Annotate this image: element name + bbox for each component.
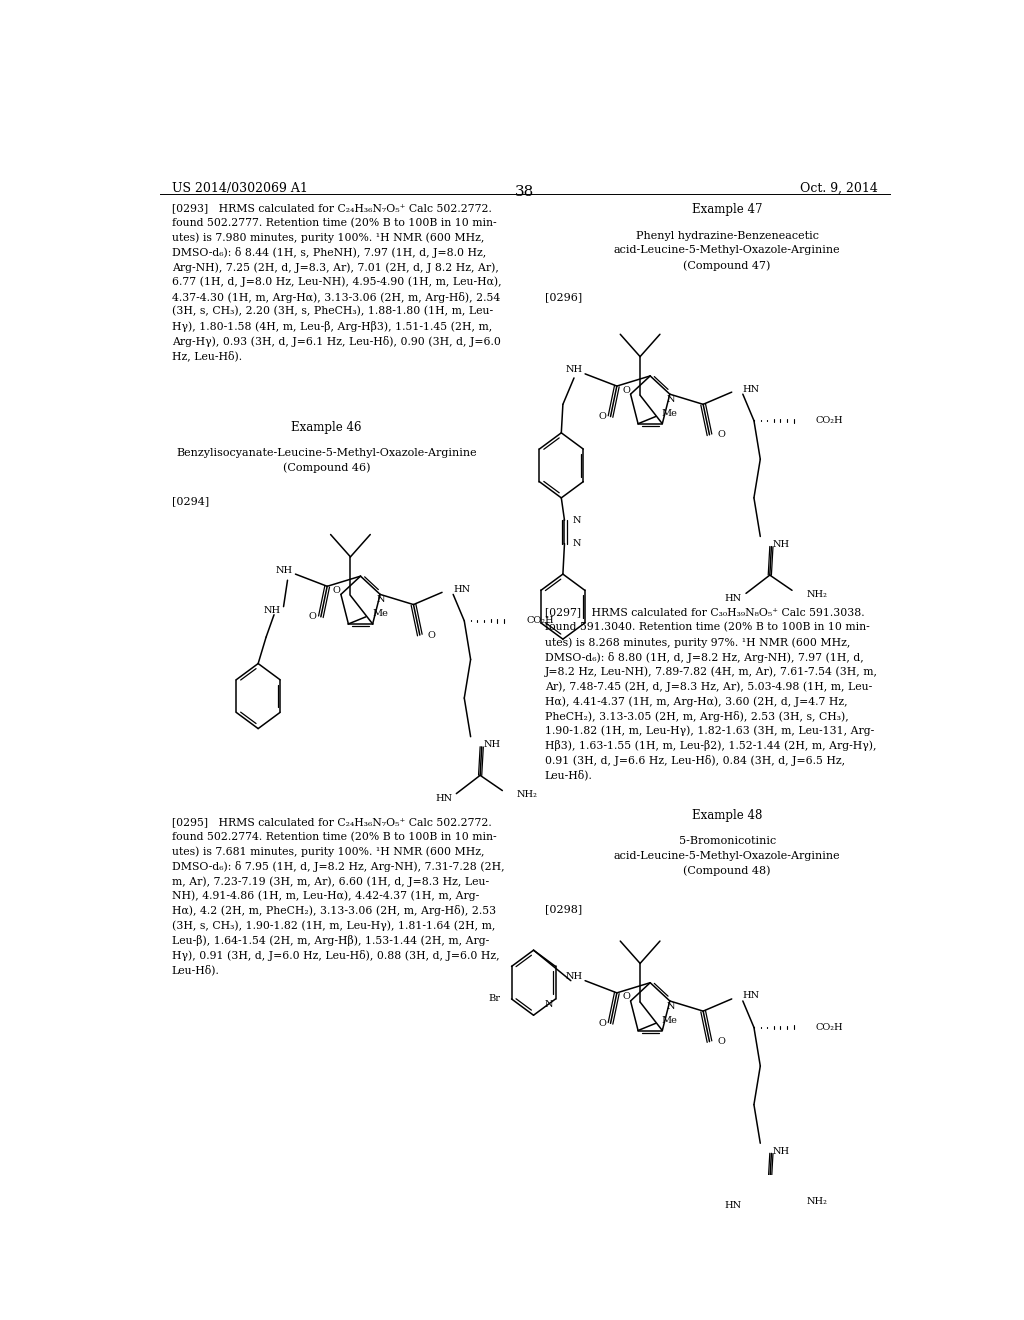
Text: NH₂: NH₂ <box>806 1197 827 1205</box>
Text: DMSO-d₆): δ 8.44 (1H, s, PheNH), 7.97 (1H, d, J=8.0 Hz,: DMSO-d₆): δ 8.44 (1H, s, PheNH), 7.97 (1… <box>172 247 486 259</box>
Text: Hγ), 0.91 (3H, d, J=6.0 Hz, Leu-Hδ), 0.88 (3H, d, J=6.0 Hz,: Hγ), 0.91 (3H, d, J=6.0 Hz, Leu-Hδ), 0.8… <box>172 949 500 961</box>
Text: Hz, Leu-Hδ).: Hz, Leu-Hδ). <box>172 351 242 362</box>
Text: Me: Me <box>372 610 388 618</box>
Text: Hγ), 1.80-1.58 (4H, m, Leu-β, Arg-Hβ3), 1.51-1.45 (2H, m,: Hγ), 1.80-1.58 (4H, m, Leu-β, Arg-Hβ3), … <box>172 321 492 333</box>
Text: O: O <box>718 430 725 440</box>
Text: O: O <box>599 412 606 421</box>
Text: CO₂H: CO₂H <box>526 616 554 626</box>
Text: Me: Me <box>662 1016 678 1024</box>
Text: [0298]: [0298] <box>545 904 582 915</box>
Text: utes) is 8.268 minutes, purity 97%. ¹H NMR (600 MHz,: utes) is 8.268 minutes, purity 97%. ¹H N… <box>545 638 850 648</box>
Text: [0295]   HRMS calculated for C₂₄H₃₆N₇O₅⁺ Calc 502.2772.: [0295] HRMS calculated for C₂₄H₃₆N₇O₅⁺ C… <box>172 817 492 828</box>
Text: Ar), 7.48-7.45 (2H, d, J=8.3 Hz, Ar), 5.03-4.98 (1H, m, Leu-: Ar), 7.48-7.45 (2H, d, J=8.3 Hz, Ar), 5.… <box>545 681 871 692</box>
Text: utes) is 7.980 minutes, purity 100%. ¹H NMR (600 MHz,: utes) is 7.980 minutes, purity 100%. ¹H … <box>172 232 484 243</box>
Text: HN: HN <box>742 991 760 1001</box>
Text: 38: 38 <box>515 185 535 199</box>
Text: NH), 4.91-4.86 (1H, m, Leu-Hα), 4.42-4.37 (1H, m, Arg-: NH), 4.91-4.86 (1H, m, Leu-Hα), 4.42-4.3… <box>172 891 479 902</box>
Text: found 502.2774. Retention time (20% B to 100B in 10 min-: found 502.2774. Retention time (20% B to… <box>172 832 497 842</box>
Text: Leu-Hδ).: Leu-Hδ). <box>172 965 219 975</box>
Text: NH: NH <box>773 540 791 549</box>
Text: 1.90-1.82 (1H, m, Leu-Hγ), 1.82-1.63 (3H, m, Leu-131, Arg-: 1.90-1.82 (1H, m, Leu-Hγ), 1.82-1.63 (3H… <box>545 726 873 737</box>
Text: acid-Leucine-5-Methyl-Oxazole-Arginine: acid-Leucine-5-Methyl-Oxazole-Arginine <box>613 851 841 861</box>
Text: (Compound 46): (Compound 46) <box>283 463 370 474</box>
Text: DMSO-d₆): δ 7.95 (1H, d, J=8.2 Hz, Arg-NH), 7.31-7.28 (2H,: DMSO-d₆): δ 7.95 (1H, d, J=8.2 Hz, Arg-N… <box>172 861 504 873</box>
Text: O: O <box>333 586 341 595</box>
Text: PheCH₂), 3.13-3.05 (2H, m, Arg-Hδ), 2.53 (3H, s, CH₃),: PheCH₂), 3.13-3.05 (2H, m, Arg-Hδ), 2.53… <box>545 710 849 722</box>
Text: Phenyl hydrazine-Benzeneacetic: Phenyl hydrazine-Benzeneacetic <box>636 231 818 240</box>
Text: HN: HN <box>454 585 470 594</box>
Text: Leu-β), 1.64-1.54 (2H, m, Arg-Hβ), 1.53-1.44 (2H, m, Arg-: Leu-β), 1.64-1.54 (2H, m, Arg-Hβ), 1.53-… <box>172 935 488 946</box>
Text: Arg-Hγ), 0.93 (3H, d, J=6.1 Hz, Leu-Hδ), 0.90 (3H, d, J=6.0: Arg-Hγ), 0.93 (3H, d, J=6.1 Hz, Leu-Hδ),… <box>172 335 501 347</box>
Text: Example 47: Example 47 <box>692 203 763 216</box>
Text: (3H, s, CH₃), 1.90-1.82 (1H, m, Leu-Hγ), 1.81-1.64 (2H, m,: (3H, s, CH₃), 1.90-1.82 (1H, m, Leu-Hγ),… <box>172 920 495 931</box>
Text: [0293]   HRMS calculated for C₂₄H₃₆N₇O₅⁺ Calc 502.2772.: [0293] HRMS calculated for C₂₄H₃₆N₇O₅⁺ C… <box>172 203 492 213</box>
Text: [0296]: [0296] <box>545 293 582 302</box>
Text: O: O <box>623 385 631 395</box>
Text: Hα), 4.2 (2H, m, PheCH₂), 3.13-3.06 (2H, m, Arg-Hδ), 2.53: Hα), 4.2 (2H, m, PheCH₂), 3.13-3.06 (2H,… <box>172 906 496 916</box>
Text: Leu-Hδ).: Leu-Hδ). <box>545 770 593 780</box>
Text: Arg-NH), 7.25 (2H, d, J=8.3, Ar), 7.01 (2H, d, J 8.2 Hz, Ar),: Arg-NH), 7.25 (2H, d, J=8.3, Ar), 7.01 (… <box>172 263 499 273</box>
Text: Hα), 4.41-4.37 (1H, m, Arg-Hα), 3.60 (2H, d, J=4.7 Hz,: Hα), 4.41-4.37 (1H, m, Arg-Hα), 3.60 (2H… <box>545 696 847 706</box>
Text: NH: NH <box>565 972 583 981</box>
Text: N: N <box>545 999 553 1008</box>
Text: (3H, s, CH₃), 2.20 (3H, s, PheCH₃), 1.88-1.80 (1H, m, Leu-: (3H, s, CH₃), 2.20 (3H, s, PheCH₃), 1.88… <box>172 306 493 317</box>
Text: Me: Me <box>662 409 678 418</box>
Text: acid-Leucine-5-Methyl-Oxazole-Arginine: acid-Leucine-5-Methyl-Oxazole-Arginine <box>613 246 841 255</box>
Text: NH₂: NH₂ <box>806 590 827 599</box>
Text: NH: NH <box>773 1147 791 1156</box>
Text: O: O <box>718 1038 725 1047</box>
Text: 0.91 (3H, d, J=6.6 Hz, Leu-Hδ), 0.84 (3H, d, J=6.5 Hz,: 0.91 (3H, d, J=6.6 Hz, Leu-Hδ), 0.84 (3H… <box>545 755 845 766</box>
Text: 4.37-4.30 (1H, m, Arg-Hα), 3.13-3.06 (2H, m, Arg-Hδ), 2.54: 4.37-4.30 (1H, m, Arg-Hα), 3.13-3.06 (2H… <box>172 292 500 302</box>
Text: NH: NH <box>565 366 583 375</box>
Text: HN: HN <box>725 594 741 603</box>
Text: N: N <box>572 539 581 548</box>
Text: O: O <box>599 1019 606 1028</box>
Text: HN: HN <box>435 795 453 803</box>
Text: [0294]: [0294] <box>172 496 209 506</box>
Text: Hβ3), 1.63-1.55 (1H, m, Leu-β2), 1.52-1.44 (2H, m, Arg-Hγ),: Hβ3), 1.63-1.55 (1H, m, Leu-β2), 1.52-1.… <box>545 741 877 751</box>
Text: (Compound 48): (Compound 48) <box>683 866 771 876</box>
Text: 6.77 (1H, d, J=8.0 Hz, Leu-NH), 4.95-4.90 (1H, m, Leu-Hα),: 6.77 (1H, d, J=8.0 Hz, Leu-NH), 4.95-4.9… <box>172 277 502 288</box>
Text: NH: NH <box>264 606 281 615</box>
Text: N: N <box>572 516 581 525</box>
Text: HN: HN <box>742 384 760 393</box>
Text: NH: NH <box>483 741 501 750</box>
Text: CO₂H: CO₂H <box>816 1023 844 1032</box>
Text: Benzylisocyanate-Leucine-5-Methyl-Oxazole-Arginine: Benzylisocyanate-Leucine-5-Methyl-Oxazol… <box>176 447 477 458</box>
Text: Oct. 9, 2014: Oct. 9, 2014 <box>800 182 878 195</box>
Text: DMSO-d₆): δ 8.80 (1H, d, J=8.2 Hz, Arg-NH), 7.97 (1H, d,: DMSO-d₆): δ 8.80 (1H, d, J=8.2 Hz, Arg-N… <box>545 652 863 663</box>
Text: m, Ar), 7.23-7.19 (3H, m, Ar), 6.60 (1H, d, J=8.3 Hz, Leu-: m, Ar), 7.23-7.19 (3H, m, Ar), 6.60 (1H,… <box>172 876 488 887</box>
Text: Example 46: Example 46 <box>291 421 361 434</box>
Text: [0297]   HRMS calculated for C₃₀H₃₉N₈O₅⁺ Calc 591.3038.: [0297] HRMS calculated for C₃₀H₃₉N₈O₅⁺ C… <box>545 607 864 618</box>
Text: 5-Bromonicotinic: 5-Bromonicotinic <box>679 837 776 846</box>
Text: Br: Br <box>488 994 500 1003</box>
Text: NH: NH <box>275 565 293 574</box>
Text: O: O <box>428 631 435 640</box>
Text: HN: HN <box>725 1201 741 1209</box>
Text: utes) is 7.681 minutes, purity 100%. ¹H NMR (600 MHz,: utes) is 7.681 minutes, purity 100%. ¹H … <box>172 846 484 857</box>
Text: found 502.2777. Retention time (20% B to 100B in 10 min-: found 502.2777. Retention time (20% B to… <box>172 218 497 228</box>
Text: (Compound 47): (Compound 47) <box>683 260 771 271</box>
Text: J=8.2 Hz, Leu-NH), 7.89-7.82 (4H, m, Ar), 7.61-7.54 (3H, m,: J=8.2 Hz, Leu-NH), 7.89-7.82 (4H, m, Ar)… <box>545 667 878 677</box>
Text: found 591.3040. Retention time (20% B to 100B in 10 min-: found 591.3040. Retention time (20% B to… <box>545 623 869 632</box>
Text: NH₂: NH₂ <box>517 791 538 799</box>
Text: N: N <box>667 1002 675 1011</box>
Text: O: O <box>309 612 316 622</box>
Text: O: O <box>623 993 631 1002</box>
Text: Example 48: Example 48 <box>692 809 762 822</box>
Text: N: N <box>377 595 385 605</box>
Text: CO₂H: CO₂H <box>816 416 844 425</box>
Text: US 2014/0302069 A1: US 2014/0302069 A1 <box>172 182 307 195</box>
Text: N: N <box>667 395 675 404</box>
